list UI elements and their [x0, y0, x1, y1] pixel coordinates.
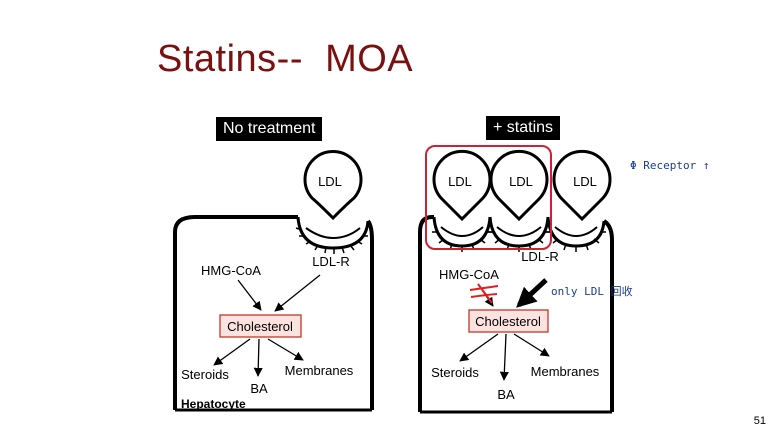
ldl-particle-right-3: LDL — [552, 149, 612, 222]
ldl-particle-left: LDL — [303, 149, 363, 221]
ldl-particle-right-2: LDL — [489, 149, 549, 222]
cholesterol-label-right: Cholesterol — [475, 314, 541, 329]
ldl-label-left: LDL — [318, 174, 342, 189]
membranes-label-right: Membranes — [531, 364, 600, 379]
ldl-label-right-1: LDL — [448, 174, 472, 189]
ldl-r-label-right: LDL-R — [521, 249, 559, 264]
ldl-receptor-right-3 — [546, 216, 606, 252]
membranes-label-left: Membranes — [285, 363, 354, 378]
ba-label-left: BA — [250, 381, 268, 396]
ldl-receptor-right-1 — [432, 216, 492, 252]
hmg-coa-label-left: HMG-CoA — [201, 263, 261, 278]
cholesterol-box-left: Cholesterol — [219, 314, 302, 338]
ldl-label-right-2: LDL — [509, 174, 533, 189]
cholesterol-label-left: Cholesterol — [227, 319, 293, 334]
no-treatment-header: No treatment — [216, 117, 323, 141]
cholesterol-box-right: Cholesterol — [468, 309, 549, 333]
increased-uptake-arrow — [516, 278, 548, 308]
steroids-label-right: Steroids — [431, 365, 479, 380]
ldl-receptor-right-2 — [488, 216, 550, 252]
ldl-r-label-left: LDL-R — [312, 254, 350, 269]
ldl-receptor-left — [296, 216, 370, 250]
steroids-label-left: Steroids — [181, 367, 229, 382]
ldl-particle-right-1: LDL — [432, 149, 492, 222]
statins-header: + statins — [486, 116, 561, 140]
highlight-box — [425, 145, 552, 250]
ldl-label-right-3: LDL — [573, 174, 597, 189]
slide-number: 51 — [753, 415, 766, 427]
left-cell — [173, 215, 374, 412]
slide-title: Statins-- MOA — [157, 38, 414, 80]
receptor-up-note: Φ Receptor ↑ — [630, 159, 709, 172]
only-ldl-note: only LDL 回收 — [551, 284, 633, 298]
inhibition-cross-mark — [469, 283, 499, 304]
hepatocyte-label: Hepatocyte — [181, 397, 246, 411]
hmg-coa-label-right: HMG-CoA — [439, 267, 499, 282]
ba-label-right: BA — [497, 387, 515, 402]
right-cell — [418, 215, 614, 414]
